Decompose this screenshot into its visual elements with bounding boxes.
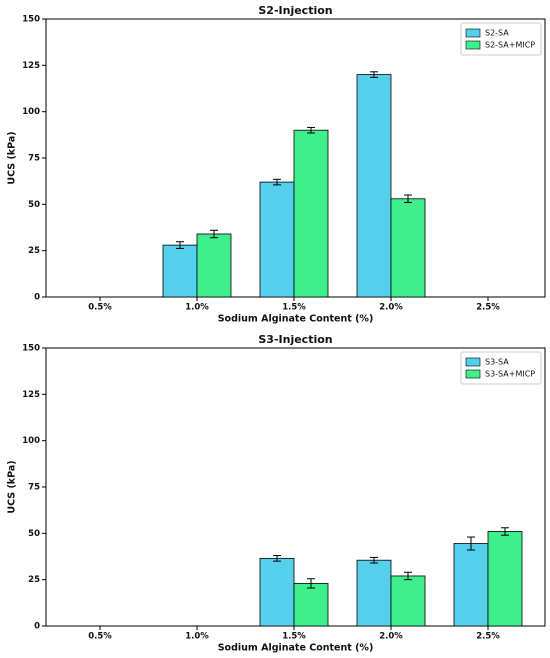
y-tick-label: 25 [28,246,40,256]
y-tick-label: 75 [28,483,40,493]
x-tick-label: 1.0% [185,632,209,642]
y-tick-label: 100 [22,436,40,446]
error-bar [370,71,378,78]
chart: S3-Injection 0 25 50 75 100 125 150 UCS (kPa) Sod… [7,333,546,654]
x-tick-label: 0.5% [88,632,112,642]
y-tick-label: 50 [28,200,40,210]
legend-swatch [465,28,481,38]
y-axis-label: UCS (kPa) [7,460,18,513]
bar [356,74,392,298]
bar [259,181,295,298]
error-bar [307,126,315,134]
bar [356,559,392,627]
legend-label: S3-SA [485,358,509,367]
legend-box [460,22,542,56]
error-bar [176,241,184,249]
error-bar [273,555,281,562]
bar [196,233,232,298]
x-tick-label: 0.5% [88,303,112,313]
error-bar [501,527,509,536]
legend-swatch [465,40,481,50]
y-tick-label: 125 [22,61,40,71]
legend: S3-SA S3-SA+MICP [460,351,542,385]
error-bar [307,578,315,589]
x-axis-label: Sodium Alginate Content (%) [218,314,374,325]
bar [390,575,426,627]
x-tick-label: 2.5% [476,632,500,642]
y-tick-label: 150 [22,15,40,25]
y-tick-label: 25 [28,575,40,585]
error-bar [273,178,281,186]
chart-title: S3-Injection [258,333,332,346]
x-tick-label: 1.5% [282,303,306,313]
bar [453,543,489,627]
x-tick-label: 1.5% [282,632,306,642]
legend-label: S2-SA [485,29,509,38]
bar [487,531,523,627]
bar [390,198,426,298]
legend-swatch [465,357,481,367]
error-bar [404,194,412,203]
y-tick-label: 100 [22,107,40,117]
y-tick-label: 0 [34,622,40,632]
x-tick-label: 2.0% [379,303,403,313]
legend-box [460,351,542,385]
legend-swatch [465,369,481,379]
bar [293,129,329,298]
chart-title: S2-Injection [258,4,332,17]
y-tick-label: 150 [22,344,40,354]
legend-label: S3-SA+MICP [485,370,535,379]
y-axis-label: UCS (kPa) [7,131,18,184]
y-tick-label: 0 [34,293,40,303]
y-tick-label: 125 [22,390,40,400]
y-tick-label: 75 [28,154,40,164]
legend-label: S2-SA+MICP [485,41,535,50]
chart: S2-Injection 0 25 50 75 100 125 150 UCS (kPa) Sod… [7,4,546,325]
x-tick-label: 2.5% [476,303,500,313]
bar [162,244,198,298]
x-tick-label: 1.0% [185,303,209,313]
error-bar [370,556,378,564]
x-axis-label: Sodium Alginate Content (%) [218,643,374,654]
error-bar [404,571,412,581]
error-bar [210,229,218,239]
y-tick-label: 50 [28,529,40,539]
bar [259,557,295,627]
bar [293,582,329,627]
x-tick-label: 2.0% [379,632,403,642]
legend: S2-SA S2-SA+MICP [460,22,542,56]
error-bar [467,536,475,551]
